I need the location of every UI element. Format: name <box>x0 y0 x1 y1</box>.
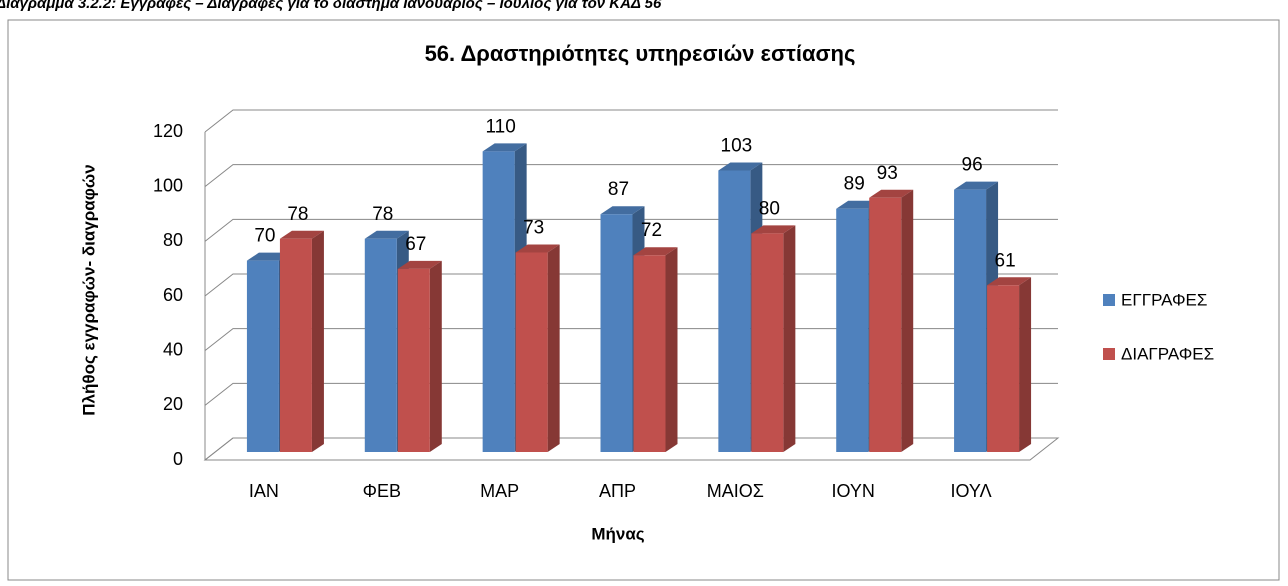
data-label: 78 <box>372 204 393 225</box>
bar-face <box>515 252 548 452</box>
chart-title: 56. Δραστηριότητες υπηρεσιών εστίασης <box>425 41 856 66</box>
bar-face <box>364 238 397 452</box>
x-axis-label: Μήνας <box>591 524 644 543</box>
bar <box>751 225 796 452</box>
x-tick-label: ΑΠΡ <box>599 481 636 501</box>
bar-face <box>515 244 560 253</box>
x-tick-label: ΜΑΙΟΣ <box>707 481 764 501</box>
bar-face <box>600 206 645 215</box>
bar-face <box>901 189 914 453</box>
bar-face <box>482 143 527 152</box>
bar-face <box>751 233 784 452</box>
data-label: 78 <box>287 204 308 225</box>
bar-face <box>633 255 666 452</box>
bar-face <box>246 260 279 452</box>
bar <box>633 247 678 452</box>
bar-face <box>987 277 1032 286</box>
data-label: 96 <box>962 155 983 176</box>
bar-face <box>954 189 987 452</box>
bar-face <box>633 247 678 256</box>
data-label: 73 <box>523 217 544 238</box>
y-tick-label: 120 <box>153 121 183 141</box>
bar <box>515 244 560 452</box>
data-label: 87 <box>608 179 629 200</box>
bar-face <box>718 162 763 171</box>
bar-face <box>751 225 796 234</box>
bar-face <box>397 260 442 269</box>
y-tick-label: 60 <box>163 285 183 305</box>
grid-line <box>204 218 1058 242</box>
data-label: 110 <box>485 116 515 137</box>
bar-face <box>836 208 869 452</box>
data-label: 70 <box>254 226 275 247</box>
y-tick-label: 40 <box>163 339 183 359</box>
legend-label: ΔΙΑΓΡΑΦΕΣ <box>1121 344 1214 363</box>
bar-face <box>279 238 312 452</box>
bar <box>987 277 1032 452</box>
bar-face <box>783 225 796 452</box>
legend-swatch <box>1103 348 1115 360</box>
data-label: 89 <box>844 174 865 195</box>
bar-face <box>547 244 560 452</box>
bar-face <box>429 260 442 452</box>
bar-face <box>600 214 633 452</box>
data-label: 93 <box>877 163 898 184</box>
x-tick-label: ΙΟΥΝ <box>831 481 874 501</box>
bar <box>279 230 324 452</box>
grid-line <box>204 164 1058 188</box>
x-tick-label: ΜΑΡ <box>480 481 519 501</box>
data-label: 61 <box>995 250 1016 271</box>
caption: Διάγραμμα 3.2.2: Εγγραφές – Διαγραφές γι… <box>0 0 662 12</box>
bar-face <box>869 189 914 198</box>
y-tick-label: 80 <box>163 230 183 250</box>
bar-face <box>279 230 324 239</box>
data-label: 103 <box>721 135 753 156</box>
bar <box>869 189 914 453</box>
x-tick-label: ΦΕΒ <box>363 481 401 501</box>
y-axis-label: Πλήθος εγγραφών- διαγραφών <box>79 164 98 415</box>
bar <box>397 260 442 452</box>
data-label: 80 <box>759 198 780 219</box>
grid-line <box>204 109 1058 133</box>
bar-face <box>1019 277 1032 452</box>
x-tick-label: ΙΟΥΛ <box>951 481 992 501</box>
y-tick-label: 100 <box>153 175 183 195</box>
bar-face <box>869 197 902 452</box>
legend-label: ΕΓΓΡΑΦΕΣ <box>1121 290 1207 309</box>
bar-face <box>987 285 1020 452</box>
data-label: 72 <box>641 220 662 241</box>
bar-face <box>364 230 409 239</box>
bar-face <box>665 247 678 452</box>
bar-face <box>954 181 999 190</box>
bar-face <box>311 230 324 452</box>
bar-face <box>482 151 515 453</box>
y-tick-label: 0 <box>173 449 183 469</box>
bar-face <box>397 268 430 452</box>
bar-face <box>718 170 751 452</box>
x-tick-label: ΙΑΝ <box>249 481 279 501</box>
legend-swatch <box>1103 294 1115 306</box>
chart-frame <box>7 19 1280 581</box>
data-label: 67 <box>405 234 426 255</box>
y-tick-label: 20 <box>163 394 183 414</box>
